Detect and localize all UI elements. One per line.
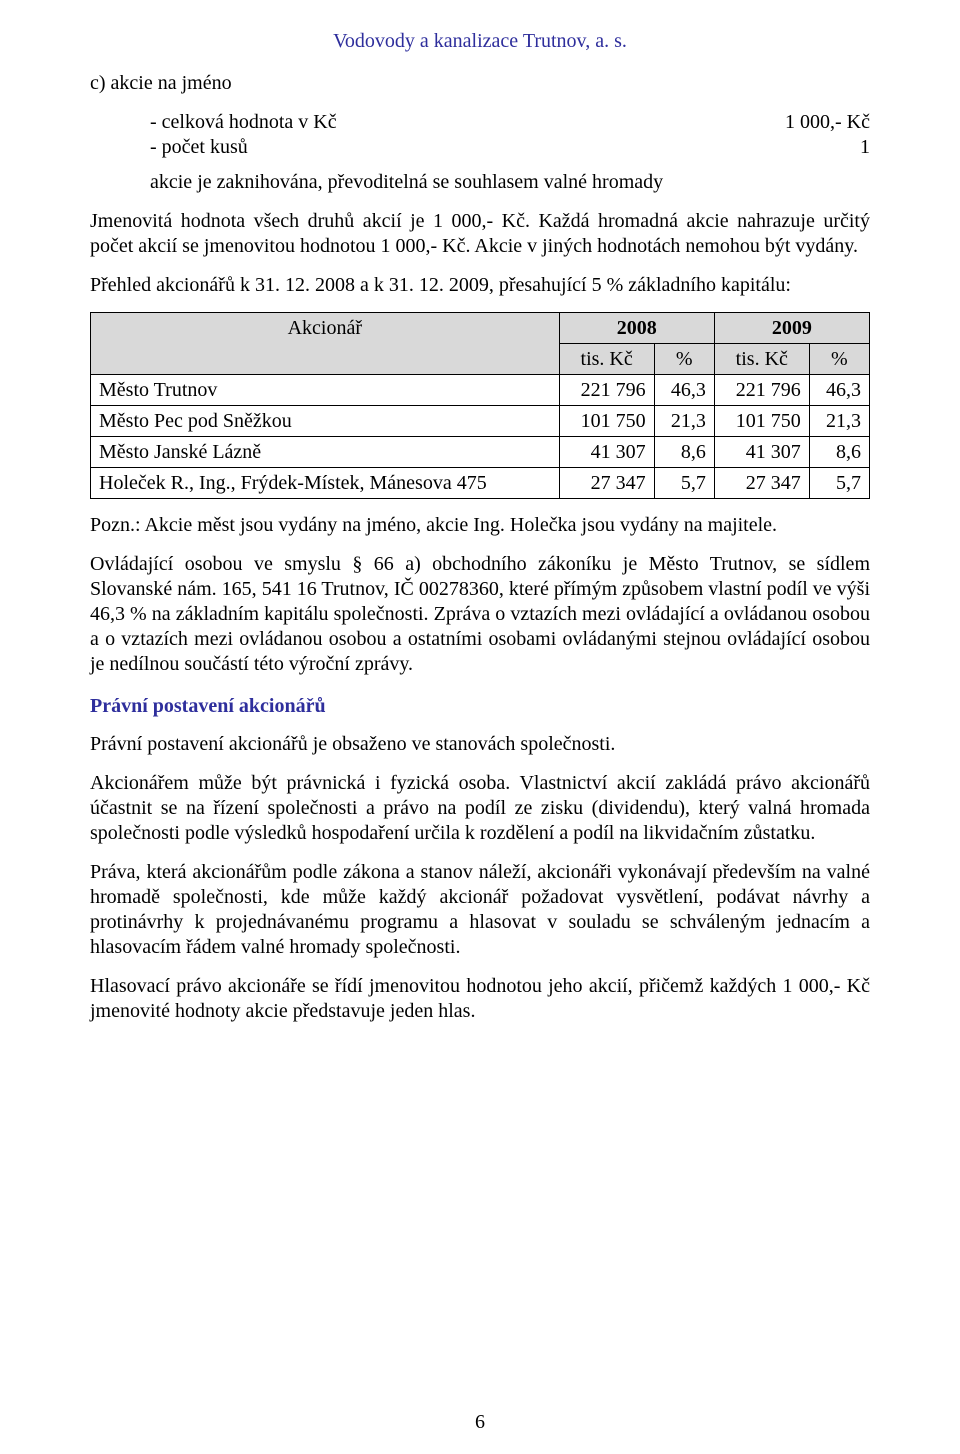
th-year-b: 2009 <box>714 313 869 344</box>
legal-section-title: Právní postavení akcionářů <box>90 695 870 718</box>
cell-pa: 8,6 <box>654 437 714 468</box>
cell-name: Holeček R., Ing., Frýdek-Místek, Mánesov… <box>91 468 560 499</box>
document-header: Vodovody a kanalizace Trutnov, a. s. <box>90 30 870 53</box>
cell-va: 221 796 <box>559 375 654 406</box>
shareholders-intro: Přehled akcionářů k 31. 12. 2008 a k 31.… <box>90 273 870 298</box>
cell-pb: 46,3 <box>809 375 869 406</box>
cell-vb: 41 307 <box>714 437 809 468</box>
cell-pa: 5,7 <box>654 468 714 499</box>
label-total-value: - celková hodnota v Kč <box>150 110 337 135</box>
legal-p1: Právní postavení akcionářů je obsaženo v… <box>90 732 870 757</box>
value-count: 1 <box>860 135 870 160</box>
cell-vb: 221 796 <box>714 375 809 406</box>
row-total-value: - celková hodnota v Kč 1 000,- Kč <box>90 110 870 135</box>
section-c-title: c) akcie na jméno <box>90 71 870 96</box>
cell-pb: 21,3 <box>809 406 869 437</box>
th-name: Akcionář <box>91 313 560 375</box>
page: Vodovody a kanalizace Trutnov, a. s. c) … <box>0 0 960 1454</box>
cell-name: Město Pec pod Sněžkou <box>91 406 560 437</box>
cell-vb: 101 750 <box>714 406 809 437</box>
note-paragraph: Pozn.: Akcie měst jsou vydány na jméno, … <box>90 513 870 538</box>
cell-pa: 46,3 <box>654 375 714 406</box>
book-entry-line: akcie je zaknihována, převoditelná se so… <box>90 170 870 195</box>
th-sub-vb: tis. Kč <box>714 344 809 375</box>
cell-vb: 27 347 <box>714 468 809 499</box>
th-sub-va: tis. Kč <box>559 344 654 375</box>
cell-name: Město Trutnov <box>91 375 560 406</box>
cell-pb: 5,7 <box>809 468 869 499</box>
th-sub-pa: % <box>654 344 714 375</box>
table-row: Město Pec pod Sněžkou 101 750 21,3 101 7… <box>91 406 870 437</box>
cell-va: 27 347 <box>559 468 654 499</box>
table-row: Město Janské Lázně 41 307 8,6 41 307 8,6 <box>91 437 870 468</box>
legal-p2: Akcionářem může být právnická i fyzická … <box>90 771 870 846</box>
table-row: Město Trutnov 221 796 46,3 221 796 46,3 <box>91 375 870 406</box>
cell-va: 41 307 <box>559 437 654 468</box>
row-count: - počet kusů 1 <box>90 135 870 160</box>
page-number: 6 <box>0 1411 960 1434</box>
table-row: Holeček R., Ing., Frýdek-Místek, Mánesov… <box>91 468 870 499</box>
cell-pb: 8,6 <box>809 437 869 468</box>
nominal-paragraph: Jmenovitá hodnota všech druhů akcií je 1… <box>90 209 870 259</box>
th-year-a: 2008 <box>559 313 714 344</box>
shareholders-table: Akcionář 2008 2009 tis. Kč % tis. Kč % M… <box>90 312 870 499</box>
legal-p3: Práva, která akcionářům podle zákona a s… <box>90 860 870 960</box>
cell-pa: 21,3 <box>654 406 714 437</box>
th-sub-pb: % <box>809 344 869 375</box>
controlling-paragraph: Ovládající osobou ve smyslu § 66 a) obch… <box>90 552 870 677</box>
label-count: - počet kusů <box>150 135 248 160</box>
value-total-value: 1 000,- Kč <box>785 110 870 135</box>
cell-name: Město Janské Lázně <box>91 437 560 468</box>
cell-va: 101 750 <box>559 406 654 437</box>
legal-p4: Hlasovací právo akcionáře se řídí jmenov… <box>90 974 870 1024</box>
